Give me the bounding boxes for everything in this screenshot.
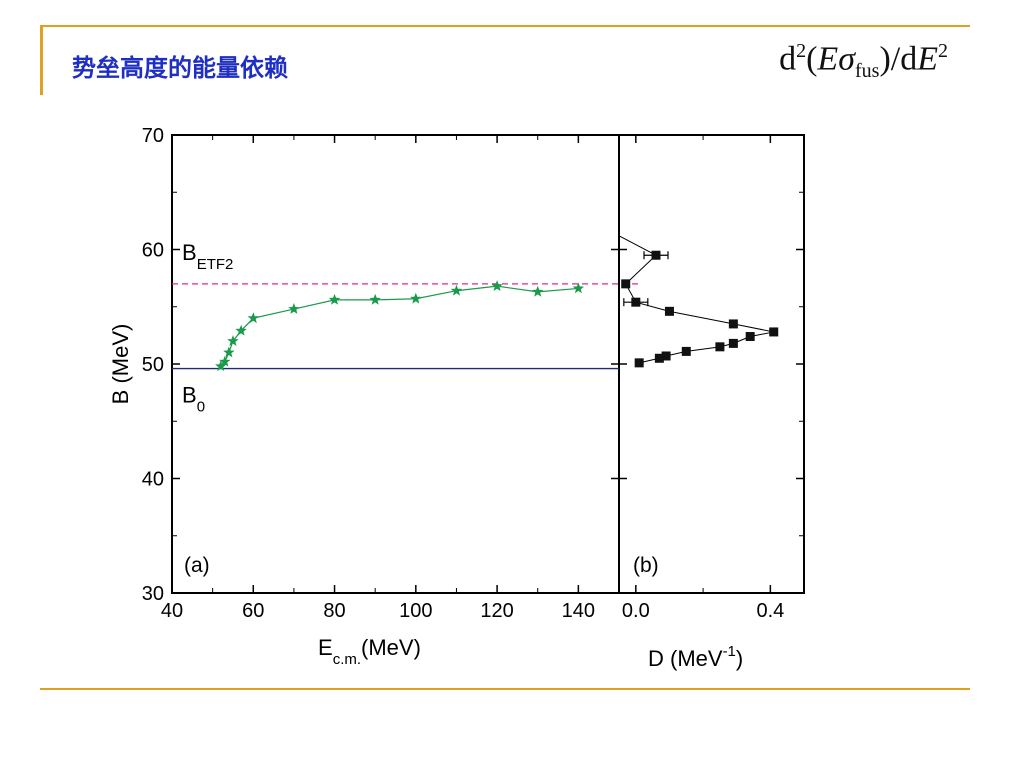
square-point	[715, 342, 725, 352]
top-rule	[40, 25, 970, 27]
star-point	[450, 284, 463, 296]
square-point	[728, 319, 738, 329]
star-point	[369, 293, 381, 305]
star-point	[532, 285, 544, 297]
square-point	[745, 332, 755, 342]
square-point	[769, 327, 779, 337]
series-b-line	[618, 235, 774, 364]
y-tick-label: 60	[142, 240, 164, 262]
star-point	[491, 280, 503, 291]
x-tick-label-a: 100	[399, 600, 432, 622]
star-point	[219, 355, 231, 367]
series-a-line	[220, 285, 579, 367]
formula-exp2: 2	[938, 40, 948, 62]
b0-label: B0	[182, 383, 205, 416]
x-tick-label-a: 40	[161, 600, 183, 622]
star-point	[235, 324, 247, 336]
square-point	[654, 353, 664, 363]
star-point	[215, 360, 227, 372]
formula-exp: 2	[796, 40, 807, 62]
formula-E: E	[817, 40, 839, 78]
x-axis-title-b: D (MeV-1)	[648, 643, 743, 671]
formula-sigma: σ	[838, 40, 855, 78]
formula-E2: E	[917, 40, 938, 78]
square-point	[634, 358, 644, 368]
star-point	[247, 312, 259, 324]
square-point	[661, 351, 671, 361]
star-point	[288, 303, 300, 314]
star-point	[227, 335, 239, 346]
square-point	[728, 338, 738, 348]
formula-sub: fus	[854, 60, 880, 83]
y-tick-label: 50	[142, 354, 164, 376]
y-tick-label: 30	[142, 583, 164, 605]
x-tick-label-a: 140	[562, 600, 595, 622]
bottom-rule	[40, 688, 970, 690]
y-tick-label: 40	[142, 469, 164, 491]
formula: d2(Eσfus)/dE2	[779, 40, 948, 83]
star-point	[410, 292, 422, 304]
panel-b-label: (b)	[633, 554, 659, 577]
slide-title: 势垒高度的能量依赖	[72, 54, 288, 82]
x-tick-label-a: 80	[323, 600, 345, 622]
square-point	[664, 306, 674, 316]
square-point	[631, 297, 641, 307]
panel-a-label: (a)	[184, 554, 210, 577]
panel-a-frame	[171, 134, 620, 594]
x-tick-label-b: 0.4	[756, 600, 784, 622]
y-axis-title: B (MeV)	[108, 324, 133, 405]
star-point	[223, 346, 235, 358]
x-axis-title-a: Ec.m.(MeV)	[318, 635, 421, 668]
betf2-label: BETF2	[182, 240, 233, 273]
star-point	[572, 282, 585, 294]
star-point	[328, 293, 341, 305]
x-tick-label-a: 60	[242, 600, 264, 622]
square-point	[651, 250, 661, 260]
square-point	[621, 279, 631, 289]
formula-mid: )/d	[879, 40, 918, 78]
square-point	[681, 346, 691, 356]
panel-b-frame	[618, 134, 805, 594]
x-tick-label-b: 0.0	[622, 600, 650, 622]
formula-d: d	[779, 40, 797, 78]
left-accent-bar	[40, 25, 43, 95]
x-tick-label-a: 120	[480, 600, 513, 622]
y-tick-label: 70	[142, 125, 164, 147]
